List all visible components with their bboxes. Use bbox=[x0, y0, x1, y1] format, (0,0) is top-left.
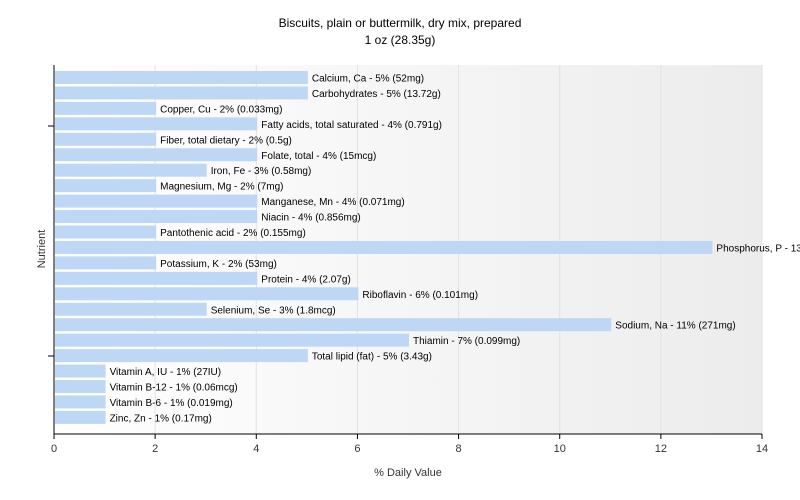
bar bbox=[55, 395, 106, 409]
bar bbox=[55, 364, 106, 378]
x-tick-label: 8 bbox=[456, 443, 462, 455]
bar bbox=[55, 132, 157, 146]
chart-subtitle: 1 oz (28.35g) bbox=[365, 33, 436, 47]
chart-title: Biscuits, plain or buttermilk, dry mix, … bbox=[279, 16, 522, 30]
bar-label: Carbohydrates - 5% (13.72g) bbox=[312, 89, 441, 100]
bar-label: Zinc, Zn - 1% (0.17mg) bbox=[110, 413, 212, 424]
bar bbox=[55, 117, 258, 131]
y-axis-label: Nutrient bbox=[36, 230, 48, 269]
bar-label: Magnesium, Mg - 2% (7mg) bbox=[160, 182, 283, 193]
bar bbox=[55, 101, 157, 115]
bar bbox=[55, 71, 308, 84]
x-tick-label: 12 bbox=[655, 443, 667, 455]
x-ticks: 0 2 4 6 8 10 12 14 bbox=[51, 434, 768, 455]
bar bbox=[55, 380, 106, 393]
bar-label: Potassium, K - 2% (53mg) bbox=[160, 259, 277, 270]
bar bbox=[55, 210, 258, 224]
bar-label: Vitamin B-12 - 1% (0.06mcg) bbox=[110, 383, 238, 394]
bar-label: Manganese, Mn - 4% (0.071mg) bbox=[261, 197, 404, 208]
bar-label: Fatty acids, total saturated - 4% (0.791… bbox=[261, 120, 442, 131]
bar-labels: Calcium, Ca - 5% (52mg) Carbohydrates - 5… bbox=[110, 74, 800, 425]
bar-label: Total lipid (fat) - 5% (3.43g) bbox=[312, 352, 432, 363]
bar-label: Vitamin A, IU - 1% (27IU) bbox=[110, 367, 222, 378]
bar bbox=[55, 349, 308, 363]
bar bbox=[55, 302, 207, 316]
bar bbox=[55, 163, 207, 177]
bar bbox=[55, 256, 157, 270]
bars bbox=[55, 71, 713, 424]
x-tick-label: 0 bbox=[51, 443, 57, 455]
bar bbox=[55, 240, 713, 254]
x-tick-label: 14 bbox=[756, 443, 768, 455]
x-tick-label: 4 bbox=[253, 443, 259, 455]
bar bbox=[55, 271, 258, 285]
bar-label: Vitamin B-6 - 1% (0.019mg) bbox=[110, 398, 233, 409]
bar bbox=[55, 86, 308, 100]
bar-label: Riboflavin - 6% (0.101mg) bbox=[362, 290, 478, 301]
bar-label: Calcium, Ca - 5% (52mg) bbox=[312, 74, 424, 85]
x-tick-label: 2 bbox=[152, 443, 158, 455]
bar-label: Sodium, Na - 11% (271mg) bbox=[615, 321, 735, 332]
bar-label: Thiamin - 7% (0.099mg) bbox=[413, 336, 520, 347]
y-ticks bbox=[48, 125, 54, 357]
bar bbox=[55, 179, 157, 193]
bar-label: Niacin - 4% (0.856mg) bbox=[261, 213, 360, 224]
bar bbox=[55, 148, 258, 162]
bar-label: Pantothenic acid - 2% (0.155mg) bbox=[160, 228, 306, 239]
x-axis-label: % Daily Value bbox=[374, 467, 442, 479]
bar bbox=[55, 318, 612, 332]
bar-label: Copper, Cu - 2% (0.033mg) bbox=[160, 104, 282, 115]
bar-label: Folate, total - 4% (15mcg) bbox=[261, 151, 376, 162]
bar-label: Phosphorus, P - 13% (133mg) bbox=[716, 243, 800, 254]
bar bbox=[55, 225, 157, 239]
bar-label: Iron, Fe - 3% (0.58mg) bbox=[211, 166, 312, 177]
bar-label: Fiber, total dietary - 2% (0.5g) bbox=[160, 135, 292, 146]
bar bbox=[55, 333, 409, 347]
x-tick-label: 6 bbox=[354, 443, 360, 455]
bar bbox=[55, 287, 359, 301]
bar-label: Selenium, Se - 3% (1.8mcg) bbox=[211, 305, 336, 316]
x-tick-label: 10 bbox=[554, 443, 566, 455]
bar bbox=[55, 410, 106, 424]
bar-label: Protein - 4% (2.07g) bbox=[261, 274, 351, 285]
bar bbox=[55, 194, 258, 208]
